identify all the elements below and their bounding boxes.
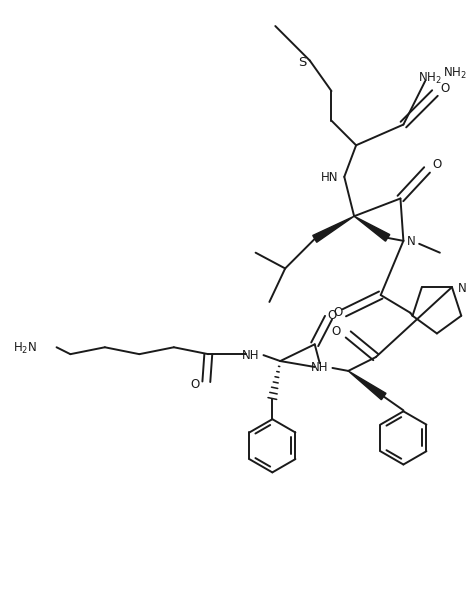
Text: N: N (457, 282, 466, 294)
Polygon shape (348, 371, 386, 400)
Text: NH$_2$: NH$_2$ (418, 71, 442, 86)
Text: H$_2$N: H$_2$N (13, 341, 37, 356)
Text: N: N (407, 235, 416, 249)
Text: O: O (190, 378, 199, 391)
Text: O: O (328, 309, 337, 322)
Text: NH: NH (242, 349, 260, 362)
Text: NH$_2$: NH$_2$ (443, 66, 467, 81)
Text: O: O (332, 325, 341, 338)
Text: O: O (334, 306, 343, 319)
Polygon shape (354, 216, 390, 241)
Polygon shape (313, 216, 354, 243)
Text: HN: HN (321, 171, 338, 184)
Text: NH: NH (311, 361, 329, 374)
Text: O: O (432, 159, 441, 172)
Text: S: S (298, 56, 306, 69)
Text: O: O (440, 82, 449, 95)
